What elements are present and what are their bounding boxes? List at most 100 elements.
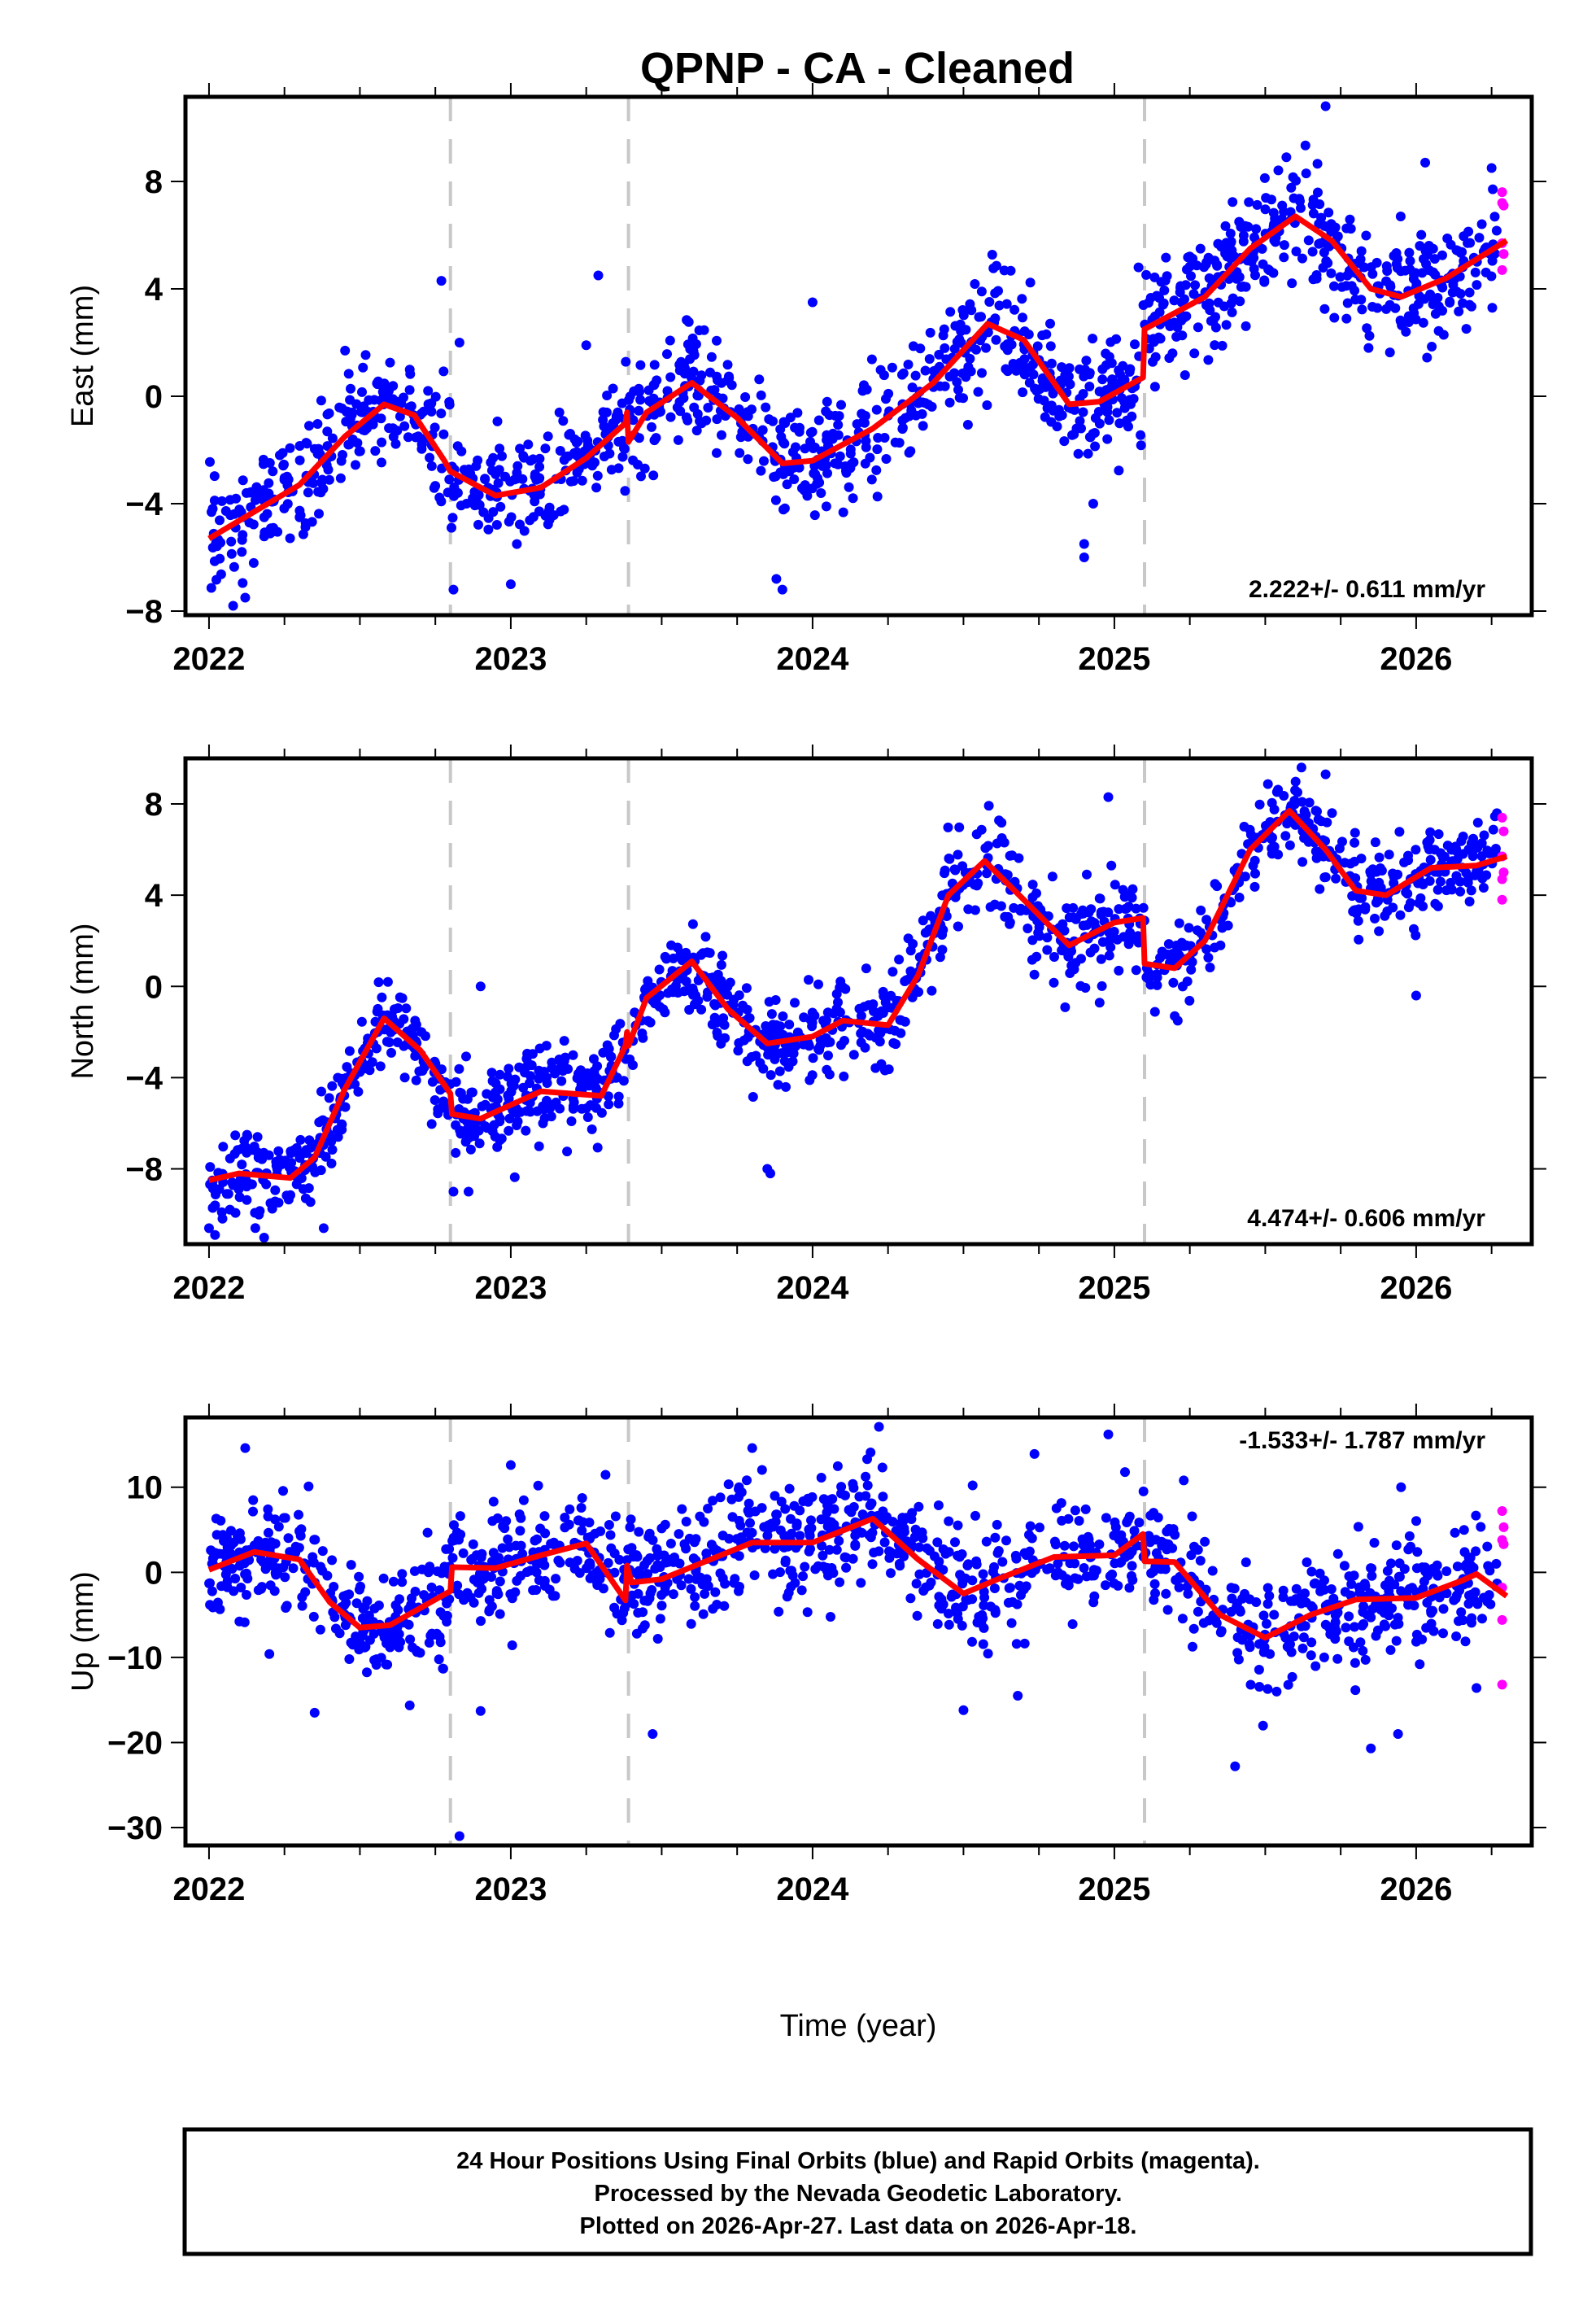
final-orbit-point [770,1544,780,1554]
final-orbit-point [560,1513,570,1522]
final-orbit-point [1414,290,1424,301]
final-orbit-point [897,369,907,380]
final-orbit-point [699,325,709,335]
final-orbit-point [264,478,274,488]
final-orbit-point [1249,252,1259,263]
final-orbit-point [504,1125,514,1136]
final-orbit-point [1291,176,1302,186]
final-orbit-point [1049,977,1059,988]
final-orbit-point [1083,1531,1093,1542]
final-orbit-point [681,1517,691,1526]
final-orbit-point [747,404,757,415]
final-orbit-point [1472,1683,1482,1693]
final-orbit-point [643,1569,653,1579]
final-orbit-point [454,1535,464,1545]
final-orbit-point [423,386,434,396]
final-orbit-point [757,1465,767,1475]
final-orbit-point [775,1567,785,1578]
final-orbit-point [256,1554,267,1565]
final-orbit-point [1254,1682,1265,1692]
final-orbit-point [294,455,305,465]
final-orbit-point [382,976,393,987]
final-orbit-point [807,297,818,308]
final-orbit-point [1078,407,1088,417]
final-orbit-point [593,270,604,281]
final-orbit-point [1414,898,1424,908]
final-orbit-point [1053,1558,1063,1569]
final-orbit-point [1382,266,1393,276]
final-orbit-point [605,1530,616,1540]
final-orbit-point [206,583,216,593]
final-orbit-point [1296,203,1306,213]
final-orbit-point [770,995,781,1005]
final-orbit-point [416,443,427,454]
final-orbit-point [857,1509,868,1520]
final-orbit-point [1086,904,1097,915]
final-orbit-point [1350,873,1361,884]
y-tick-label: −8 [125,594,163,630]
final-orbit-point [297,1601,307,1611]
final-orbit-point [1049,952,1059,962]
final-orbit-point [360,350,371,360]
final-orbit-point [514,1062,525,1072]
final-orbit-point [1353,915,1363,926]
final-orbit-point [1201,259,1211,269]
final-orbit-point [452,487,463,498]
final-orbit-point [414,1066,425,1077]
final-orbit-point [636,471,646,482]
final-orbit-point [283,474,294,485]
final-orbit-point [1432,293,1443,303]
final-orbit-point [1234,893,1245,902]
final-orbit-point [416,1027,427,1037]
final-orbit-point [258,459,268,469]
final-orbit-point [1018,312,1027,323]
final-orbit-point [354,1644,364,1655]
final-orbit-point [295,510,306,521]
final-orbit-point [769,472,779,483]
final-orbit-point [1370,837,1380,848]
final-orbit-point [456,1129,466,1139]
final-orbit-point [429,483,439,493]
final-orbit-point [838,982,848,993]
final-orbit-point [773,1080,783,1090]
final-orbit-point [1104,927,1114,937]
final-orbit-point [1420,157,1431,168]
final-orbit-point [709,385,720,395]
final-orbit-point [1341,1622,1351,1633]
final-orbit-point [1411,1516,1421,1526]
final-orbit-point [1042,945,1053,955]
final-orbit-point [1486,163,1497,173]
final-orbit-point [248,1495,259,1505]
final-orbit-point [872,491,883,502]
final-orbit-point [1108,380,1119,391]
final-orbit-point [862,1480,873,1491]
final-orbit-point [1205,305,1215,316]
final-orbit-point [532,1559,542,1570]
final-orbit-point [1123,939,1134,950]
final-orbit-point [1127,884,1138,894]
final-orbit-point [609,1602,620,1613]
final-orbit-point [382,1037,392,1047]
final-orbit-point [442,1617,452,1627]
final-orbit-point [1341,223,1352,234]
final-orbit-point [1302,1557,1312,1567]
final-orbit-point [1342,298,1353,308]
final-orbit-point [571,450,582,461]
final-orbit-point [502,1072,512,1082]
final-orbit-point [1458,1615,1468,1626]
final-orbit-point [922,1543,932,1553]
final-orbit-point [766,1009,777,1020]
final-orbit-point [346,383,355,394]
final-orbit-point [686,1618,696,1629]
final-orbit-point [1169,295,1180,306]
final-orbit-point [761,402,771,413]
final-orbit-point [1245,1679,1256,1690]
final-orbit-point [1065,968,1075,978]
final-orbit-point [448,584,459,595]
final-orbit-point [1193,1606,1203,1617]
final-orbit-point [619,443,629,453]
final-orbit-point [1433,301,1444,312]
final-orbit-point [1187,1511,1197,1522]
final-orbit-point [770,495,781,505]
final-orbit-point [548,510,559,521]
